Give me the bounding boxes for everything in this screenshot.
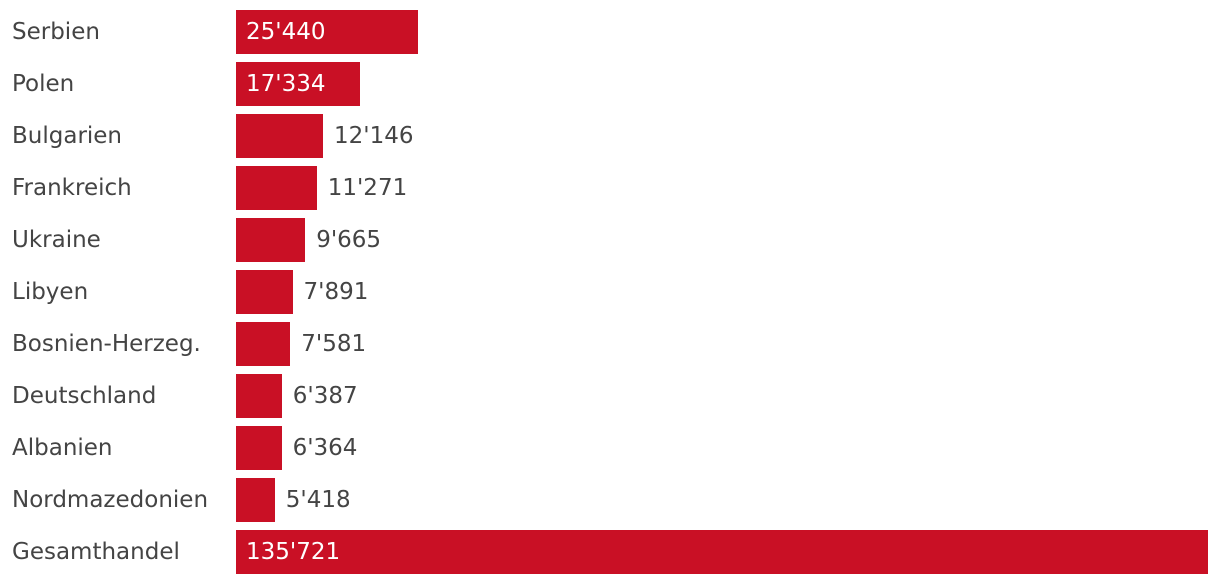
bar <box>236 426 282 470</box>
bar <box>236 270 293 314</box>
value-label: 135'721 <box>246 539 341 565</box>
bar-row: Ukraine 9'665 <box>0 218 1220 262</box>
category-label: Nordmazedonien <box>12 487 209 513</box>
value-label: 9'665 <box>316 227 382 253</box>
bar <box>236 62 361 106</box>
value-label: 5'418 <box>285 487 351 513</box>
value-label: 12'146 <box>333 123 414 149</box>
bar <box>236 218 306 262</box>
bar-row: Serbien 25'440 <box>0 10 1220 54</box>
bar-row: Frankreich 11'271 <box>0 166 1220 210</box>
bar-row: Deutschland 6'387 <box>0 374 1220 418</box>
bar <box>236 322 291 366</box>
category-label: Albanien <box>12 435 113 461</box>
bar-row: Albanien 6'364 <box>0 426 1220 470</box>
bar-row: Nordmazedonien 5'418 <box>0 478 1220 522</box>
category-label: Serbien <box>12 19 100 45</box>
category-label: Bulgarien <box>12 123 123 149</box>
category-label: Gesamthandel <box>12 539 180 565</box>
bar <box>236 530 1208 574</box>
bar-row: Libyen 7'891 <box>0 270 1220 314</box>
category-label: Deutschland <box>12 383 157 409</box>
value-label: 17'334 <box>246 71 326 97</box>
bar <box>236 114 323 158</box>
bar <box>236 166 317 210</box>
bar <box>236 478 275 522</box>
value-label: 7'581 <box>301 331 367 357</box>
bar-row: Gesamthandel 135'721 <box>0 530 1220 574</box>
value-label: 6'364 <box>292 435 358 461</box>
bar-row: Polen 17'334 <box>0 62 1220 106</box>
category-label: Libyen <box>12 279 89 305</box>
category-label: Polen <box>12 71 75 97</box>
category-label: Bosnien-Herzeg. <box>12 331 201 357</box>
bar <box>236 10 419 54</box>
category-label: Ukraine <box>12 227 101 253</box>
value-label: 6'387 <box>292 383 358 409</box>
value-label: 25'440 <box>246 19 326 45</box>
bar-row: Bosnien-Herzeg. 7'581 <box>0 322 1220 366</box>
value-label: 7'891 <box>303 279 369 305</box>
bar-row: Bulgarien 12'146 <box>0 114 1220 158</box>
value-label: 11'271 <box>327 175 408 201</box>
category-label: Frankreich <box>12 175 132 201</box>
bar <box>236 374 282 418</box>
